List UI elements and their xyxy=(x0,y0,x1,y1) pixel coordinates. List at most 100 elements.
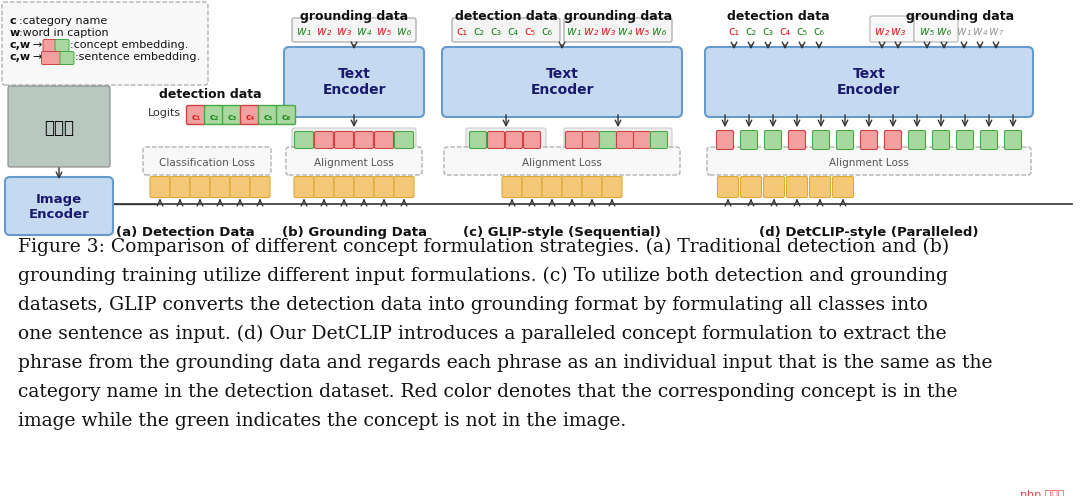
FancyBboxPatch shape xyxy=(190,177,210,197)
FancyBboxPatch shape xyxy=(187,106,205,124)
FancyBboxPatch shape xyxy=(981,130,998,149)
Text: c₂: c₂ xyxy=(473,25,485,38)
Text: w₃: w₃ xyxy=(891,25,905,38)
FancyBboxPatch shape xyxy=(870,16,914,42)
Text: w₅: w₅ xyxy=(635,25,649,38)
Text: Text
Encoder: Text Encoder xyxy=(322,67,386,97)
Text: datasets, GLIP converts the detection data into grounding format by formulating : datasets, GLIP converts the detection da… xyxy=(18,296,928,314)
FancyBboxPatch shape xyxy=(150,177,170,197)
FancyBboxPatch shape xyxy=(222,106,242,124)
Text: (c) GLIP-style (Sequential): (c) GLIP-style (Sequential) xyxy=(463,226,661,239)
Text: w₅: w₅ xyxy=(377,25,391,38)
FancyBboxPatch shape xyxy=(810,177,831,197)
Text: one sentence as input. (d) Our DetCLIP introduces a paralleled concept formulati: one sentence as input. (d) Our DetCLIP i… xyxy=(18,325,947,343)
Text: Figure 3: Comparison of different concept formulation strategies. (a) Traditiona: Figure 3: Comparison of different concep… xyxy=(18,238,949,256)
FancyBboxPatch shape xyxy=(284,47,424,117)
FancyBboxPatch shape xyxy=(914,16,958,42)
Text: c₄: c₄ xyxy=(245,113,255,122)
FancyBboxPatch shape xyxy=(5,177,113,235)
Text: w: w xyxy=(10,28,21,38)
Text: w₂: w₂ xyxy=(584,25,598,38)
Text: c₄: c₄ xyxy=(508,25,518,38)
Text: detection data: detection data xyxy=(455,10,557,23)
FancyBboxPatch shape xyxy=(292,18,416,42)
FancyBboxPatch shape xyxy=(453,18,561,42)
Text: :concept embedding.: :concept embedding. xyxy=(70,40,188,50)
Text: grounding training utilize different input formulations. (c) To utilize both det: grounding training utilize different inp… xyxy=(18,267,948,285)
Text: c₆: c₆ xyxy=(813,25,824,38)
Text: c₃: c₃ xyxy=(227,113,237,122)
FancyBboxPatch shape xyxy=(487,131,504,148)
FancyBboxPatch shape xyxy=(354,177,374,197)
Text: w₁: w₁ xyxy=(957,25,971,38)
Text: c₂: c₂ xyxy=(210,113,218,122)
Text: :sentence embedding.: :sentence embedding. xyxy=(75,52,200,62)
Text: →: → xyxy=(32,52,41,62)
FancyBboxPatch shape xyxy=(522,177,542,197)
Text: c,w: c,w xyxy=(10,40,31,50)
Text: Alignment Loss: Alignment Loss xyxy=(522,158,602,168)
Text: php 中文网: php 中文网 xyxy=(1021,490,1065,496)
FancyBboxPatch shape xyxy=(524,131,540,148)
FancyBboxPatch shape xyxy=(204,106,224,124)
Text: detection data: detection data xyxy=(159,88,261,101)
Text: grounding data: grounding data xyxy=(564,10,672,23)
Text: Image
Encoder: Image Encoder xyxy=(29,193,90,221)
Text: c: c xyxy=(10,16,16,26)
FancyBboxPatch shape xyxy=(741,177,761,197)
FancyBboxPatch shape xyxy=(335,131,353,148)
Text: w₅: w₅ xyxy=(920,25,934,38)
Text: Alignment Loss: Alignment Loss xyxy=(829,158,909,168)
Text: w₆: w₆ xyxy=(652,25,666,38)
Text: grounding data: grounding data xyxy=(300,10,408,23)
FancyBboxPatch shape xyxy=(788,130,806,149)
Text: Text
Encoder: Text Encoder xyxy=(530,67,594,97)
FancyBboxPatch shape xyxy=(786,177,808,197)
FancyBboxPatch shape xyxy=(394,177,414,197)
FancyBboxPatch shape xyxy=(908,130,926,149)
Text: c₁: c₁ xyxy=(191,113,201,122)
FancyBboxPatch shape xyxy=(741,130,757,149)
FancyBboxPatch shape xyxy=(837,130,853,149)
FancyBboxPatch shape xyxy=(564,128,672,152)
FancyBboxPatch shape xyxy=(354,131,374,148)
FancyBboxPatch shape xyxy=(170,177,190,197)
Text: c₂: c₂ xyxy=(745,25,757,38)
FancyBboxPatch shape xyxy=(295,131,313,148)
FancyBboxPatch shape xyxy=(292,128,416,152)
FancyBboxPatch shape xyxy=(634,131,650,148)
Text: w₆: w₆ xyxy=(396,25,411,38)
Text: image while the green indicates the concept is not in the image.: image while the green indicates the conc… xyxy=(18,412,626,430)
FancyBboxPatch shape xyxy=(705,47,1032,117)
Text: grounding data: grounding data xyxy=(906,10,1014,23)
FancyBboxPatch shape xyxy=(444,147,680,175)
FancyBboxPatch shape xyxy=(374,177,394,197)
FancyBboxPatch shape xyxy=(602,177,622,197)
FancyBboxPatch shape xyxy=(582,131,599,148)
Text: (b) Grounding Data: (b) Grounding Data xyxy=(282,226,427,239)
FancyBboxPatch shape xyxy=(765,130,782,149)
FancyBboxPatch shape xyxy=(241,106,259,124)
Text: w₂: w₂ xyxy=(875,25,889,38)
FancyBboxPatch shape xyxy=(650,131,667,148)
Text: c₅: c₅ xyxy=(525,25,536,38)
FancyBboxPatch shape xyxy=(716,130,733,149)
FancyBboxPatch shape xyxy=(230,177,249,197)
FancyBboxPatch shape xyxy=(394,131,414,148)
Text: w₄: w₄ xyxy=(356,25,372,38)
FancyBboxPatch shape xyxy=(566,131,582,148)
Text: c,w: c,w xyxy=(10,52,31,62)
FancyBboxPatch shape xyxy=(1004,130,1022,149)
Text: 🐻🐻🐻: 🐻🐻🐻 xyxy=(44,119,75,137)
FancyBboxPatch shape xyxy=(812,130,829,149)
FancyBboxPatch shape xyxy=(258,106,278,124)
Text: c₁: c₁ xyxy=(457,25,468,38)
FancyBboxPatch shape xyxy=(564,18,672,42)
Text: w₆: w₆ xyxy=(936,25,951,38)
FancyBboxPatch shape xyxy=(505,131,523,148)
Text: c₆: c₆ xyxy=(541,25,553,38)
FancyBboxPatch shape xyxy=(861,130,877,149)
Text: detection data: detection data xyxy=(727,10,829,23)
Text: w₃: w₃ xyxy=(337,25,351,38)
FancyBboxPatch shape xyxy=(932,130,949,149)
